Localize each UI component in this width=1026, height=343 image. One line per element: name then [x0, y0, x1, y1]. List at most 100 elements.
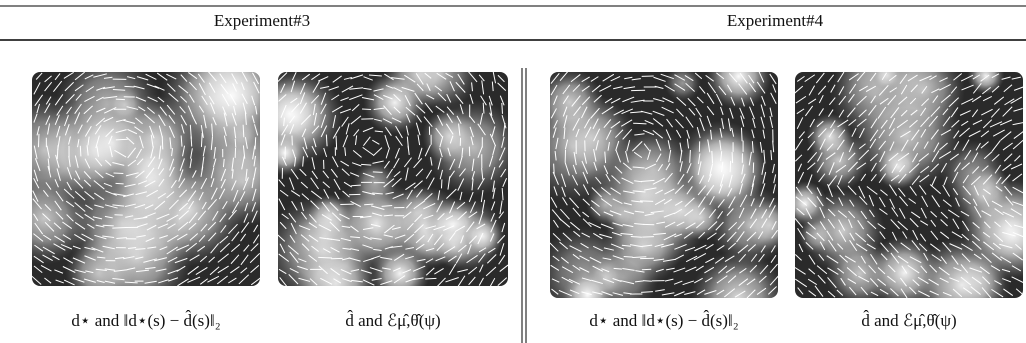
streamline [288, 177, 295, 190]
streamline [728, 196, 736, 209]
streamline [169, 137, 172, 149]
streamline [479, 264, 484, 273]
streamline [370, 223, 381, 227]
streamline [85, 86, 95, 93]
streamline [575, 128, 580, 138]
streamline [299, 82, 306, 95]
streamline [298, 277, 311, 282]
streamline [54, 114, 60, 126]
streamline [929, 184, 941, 195]
streamline [290, 190, 301, 197]
blob [967, 72, 1005, 95]
streamline [1004, 219, 1012, 228]
streamline [81, 233, 94, 241]
streamline [837, 72, 845, 83]
streamline [858, 185, 866, 199]
streamline [79, 145, 82, 157]
streamline [595, 176, 602, 185]
streamline [383, 178, 395, 188]
streamline [553, 95, 558, 106]
streamline [877, 223, 886, 230]
streamline [716, 275, 728, 284]
streamline [909, 97, 917, 105]
streamline [321, 213, 332, 221]
streamline [96, 279, 105, 283]
streamline [457, 275, 466, 286]
streamline [201, 95, 208, 105]
streamline [981, 210, 992, 217]
streamline [292, 149, 296, 159]
streamline [427, 177, 435, 190]
streamline [827, 218, 836, 229]
streamline [147, 246, 157, 249]
streamline [837, 210, 848, 218]
streamline [478, 253, 486, 263]
streamline [415, 243, 425, 251]
streamline [416, 114, 422, 123]
streamline [709, 195, 715, 206]
streamline [47, 123, 51, 135]
blob [795, 181, 828, 226]
streamline [243, 213, 249, 223]
streamline [404, 74, 416, 83]
streamline [435, 127, 443, 138]
streamline [662, 258, 676, 262]
streamline [382, 118, 393, 124]
streamline [910, 211, 921, 219]
streamline [457, 268, 468, 273]
streamline [278, 72, 288, 82]
streamline [879, 288, 889, 295]
streamline [955, 197, 960, 207]
streamline [56, 105, 64, 116]
streamline [570, 74, 581, 83]
streamline [630, 111, 644, 114]
streamline [900, 242, 911, 251]
streamline [449, 81, 455, 92]
streamline [825, 152, 836, 160]
streamline [312, 81, 321, 93]
streamline [969, 267, 983, 273]
streamline [898, 207, 906, 219]
streamline [199, 255, 208, 263]
streamline [372, 147, 383, 157]
streamline [188, 222, 197, 230]
streamline [983, 241, 995, 251]
streamline [615, 149, 622, 163]
streamline [362, 227, 374, 230]
streamline [1000, 256, 1012, 264]
streamline [482, 102, 485, 114]
streamline [363, 87, 372, 90]
streamline [370, 237, 382, 240]
streamline [679, 150, 683, 163]
streamline [167, 223, 176, 230]
streamline [251, 210, 258, 223]
streamline [499, 264, 508, 272]
streamline [95, 135, 100, 149]
streamline [620, 280, 635, 285]
streamline [673, 291, 685, 297]
streamline [621, 244, 631, 247]
streamline [330, 268, 341, 276]
streamline [208, 232, 217, 242]
streamline [868, 195, 875, 207]
streamline [561, 276, 573, 284]
streamline [717, 233, 726, 241]
streamline [42, 213, 51, 222]
streamline [166, 246, 178, 255]
streamline [44, 75, 52, 83]
streamline [679, 142, 683, 152]
streamline [66, 214, 74, 222]
streamline [590, 206, 601, 216]
streamline [848, 219, 853, 229]
streamline [572, 207, 581, 217]
streamline [867, 220, 877, 230]
streamline [805, 242, 814, 250]
streamline [443, 225, 455, 231]
streamline [592, 265, 604, 272]
streamline [139, 135, 144, 149]
streamline [372, 171, 383, 173]
streamline [1003, 288, 1014, 296]
streamline [64, 115, 69, 127]
streamline [573, 106, 581, 116]
streamline [679, 161, 683, 172]
